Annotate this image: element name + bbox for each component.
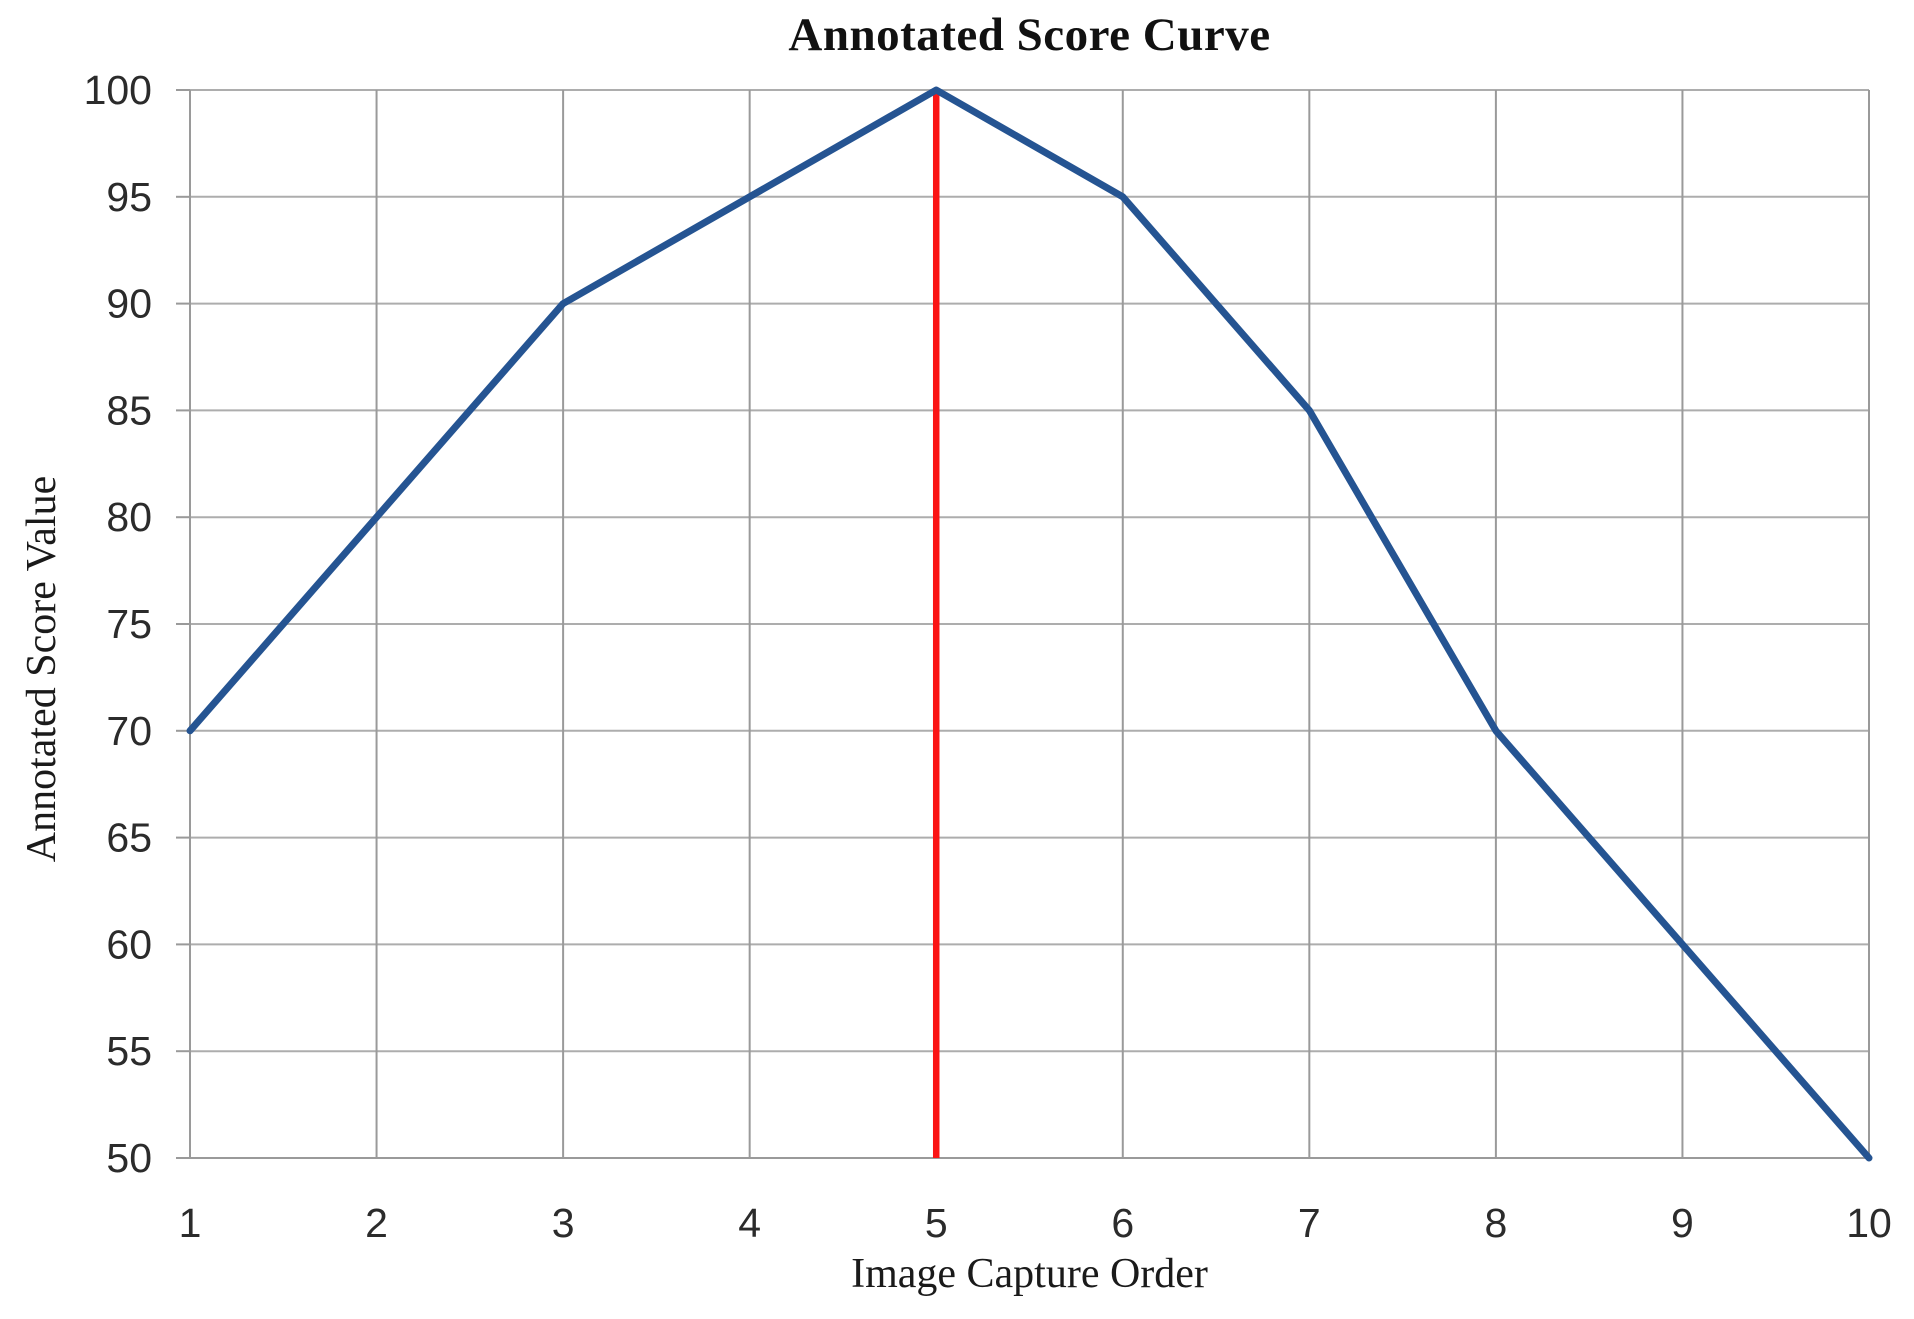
y-tick-label: 85 bbox=[106, 387, 152, 433]
y-tick-label: 50 bbox=[106, 1135, 152, 1181]
y-tick-label: 55 bbox=[106, 1028, 152, 1074]
score-line bbox=[186, 86, 1873, 1162]
y-tick-label: 90 bbox=[106, 281, 152, 327]
x-tick-label: 2 bbox=[365, 1200, 388, 1246]
x-tick-label: 10 bbox=[1846, 1200, 1892, 1246]
x-tick-label: 4 bbox=[738, 1200, 761, 1246]
y-tick-label: 100 bbox=[84, 67, 152, 113]
x-tick-label: 6 bbox=[1111, 1200, 1134, 1246]
y-tick-label: 60 bbox=[106, 921, 152, 967]
x-axis-title: Image Capture Order bbox=[851, 1251, 1208, 1297]
y-tick-label: 65 bbox=[106, 815, 152, 861]
y-tick-label: 75 bbox=[106, 601, 152, 647]
x-tick-label: 1 bbox=[179, 1200, 202, 1246]
y-tick-label: 70 bbox=[106, 708, 152, 754]
x-tick-label: 3 bbox=[552, 1200, 575, 1246]
y-tick-label: 95 bbox=[106, 174, 152, 220]
x-tick-label: 9 bbox=[1671, 1200, 1694, 1246]
x-tick-label: 7 bbox=[1298, 1200, 1321, 1246]
chart-title: Annotated Score Curve bbox=[788, 9, 1271, 61]
y-tick-label: 80 bbox=[106, 494, 152, 540]
x-tick-label: 5 bbox=[925, 1200, 948, 1246]
x-tick-label: 8 bbox=[1484, 1200, 1507, 1246]
